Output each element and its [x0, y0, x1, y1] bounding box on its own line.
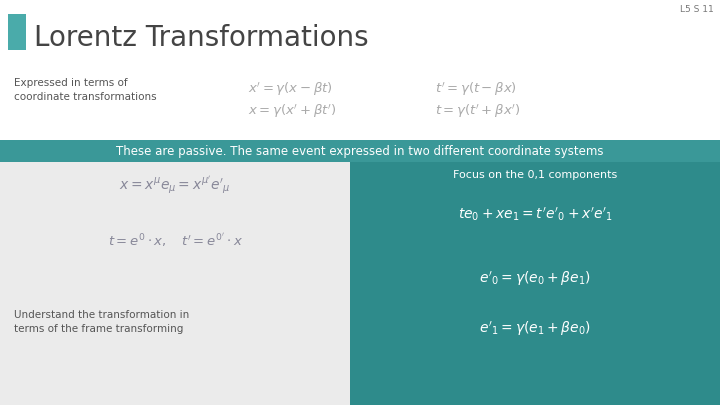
Text: $x = x^{\mu} e_{\mu} = x^{\mu'} e'_{\mu}$: $x = x^{\mu} e_{\mu} = x^{\mu'} e'_{\mu}… — [120, 174, 230, 196]
FancyBboxPatch shape — [0, 162, 350, 405]
FancyBboxPatch shape — [8, 14, 26, 50]
Text: L5 S 11: L5 S 11 — [680, 5, 714, 14]
Text: $t = e^0 \cdot x, \quad t' = e^{0'} \cdot x$: $t = e^0 \cdot x, \quad t' = e^{0'} \cdo… — [107, 231, 243, 249]
Text: Expressed in terms of
coordinate transformations: Expressed in terms of coordinate transfo… — [14, 78, 157, 102]
Text: $t' = \gamma(t - \beta x)$: $t' = \gamma(t - \beta x)$ — [435, 80, 517, 98]
Text: $t = \gamma(t' + \beta x')$: $t = \gamma(t' + \beta x')$ — [435, 103, 521, 121]
Text: $e'_0 = \gamma(e_0 + \beta e_1)$: $e'_0 = \gamma(e_0 + \beta e_1)$ — [479, 270, 591, 288]
Text: Understand the transformation in
terms of the frame transforming: Understand the transformation in terms o… — [14, 310, 189, 334]
Text: $x = \gamma(x' + \beta t')$: $x = \gamma(x' + \beta t')$ — [248, 103, 336, 121]
FancyBboxPatch shape — [0, 140, 720, 162]
Text: Lorentz Transformations: Lorentz Transformations — [34, 24, 369, 52]
FancyBboxPatch shape — [350, 162, 720, 405]
Text: Focus on the 0,1 components: Focus on the 0,1 components — [453, 170, 617, 180]
Text: $x' = \gamma(x - \beta t)$: $x' = \gamma(x - \beta t)$ — [248, 80, 333, 98]
Text: These are passive. The same event expressed in two different coordinate systems: These are passive. The same event expres… — [116, 145, 604, 158]
Text: $te_0 + xe_1 = t'e'_0 + x'e'_1$: $te_0 + xe_1 = t'e'_0 + x'e'_1$ — [457, 205, 613, 223]
Text: $e'_1 = \gamma(e_1 + \beta e_0)$: $e'_1 = \gamma(e_1 + \beta e_0)$ — [479, 320, 591, 338]
